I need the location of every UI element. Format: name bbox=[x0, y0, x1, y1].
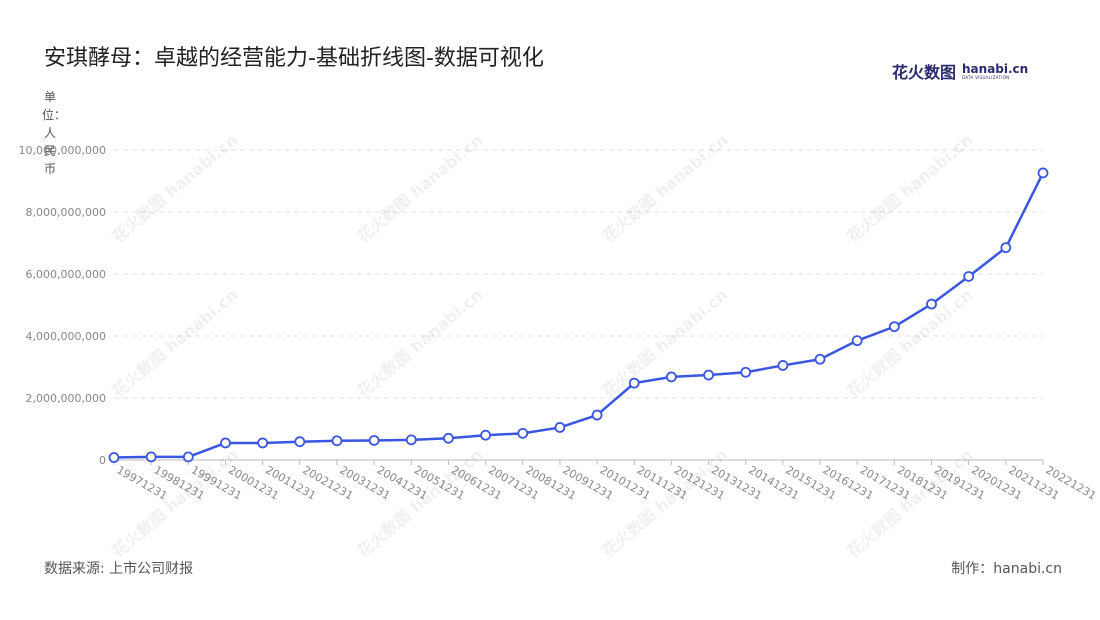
brand-name-cn: 花火数图 bbox=[892, 63, 957, 82]
chart-title: 安琪酵母：卓越的经营能力-基础折线图-数据可视化 bbox=[44, 46, 544, 71]
data-point bbox=[331, 435, 343, 447]
data-point bbox=[405, 434, 417, 446]
y-tick-label: 0 bbox=[99, 454, 106, 467]
brand-name-en-group: hanabi.cn DATA VISUALIZATION bbox=[962, 63, 1028, 80]
data-source: 数据来源: 上市公司财报 bbox=[44, 561, 194, 577]
data-point bbox=[145, 451, 157, 463]
y-tick-label: 10,000,000,000 bbox=[19, 144, 106, 157]
data-point bbox=[628, 377, 640, 389]
data-point bbox=[294, 436, 306, 448]
data-point bbox=[554, 422, 566, 433]
y-tick-label: 6,000,000,000 bbox=[26, 268, 106, 281]
brand-logo: 花火数图 hanabi.cn DATA VISUALIZATION bbox=[892, 59, 1028, 83]
data-point bbox=[108, 452, 120, 463]
brand-tagline: DATA VISUALIZATION bbox=[962, 74, 1010, 80]
data-point bbox=[926, 298, 937, 310]
data-point bbox=[1037, 167, 1049, 179]
credit: 制作：hanabi.cn bbox=[951, 561, 1062, 577]
data-point bbox=[182, 451, 194, 463]
y-tick-label: 2,000,000,000 bbox=[26, 392, 106, 405]
data-point bbox=[963, 271, 975, 282]
brand-name-en: hanabi.cn bbox=[962, 61, 1029, 76]
series-line bbox=[113, 172, 1045, 459]
data-point bbox=[517, 427, 529, 439]
data-point bbox=[480, 429, 492, 441]
y-tick-label: 4,000,000,000 bbox=[26, 330, 106, 343]
y-tick-label: 8,000,000,000 bbox=[26, 206, 106, 219]
data-point bbox=[1000, 242, 1012, 254]
data-point bbox=[666, 371, 677, 383]
data-point bbox=[257, 437, 269, 449]
data-point bbox=[220, 437, 231, 449]
data-point bbox=[851, 335, 863, 347]
data-point bbox=[703, 369, 714, 381]
data-point bbox=[443, 432, 454, 444]
data-point bbox=[777, 360, 789, 371]
data-point bbox=[740, 366, 752, 378]
data-point bbox=[368, 435, 380, 446]
data-point bbox=[888, 321, 900, 333]
data-point bbox=[591, 409, 603, 421]
data-point bbox=[814, 353, 826, 365]
